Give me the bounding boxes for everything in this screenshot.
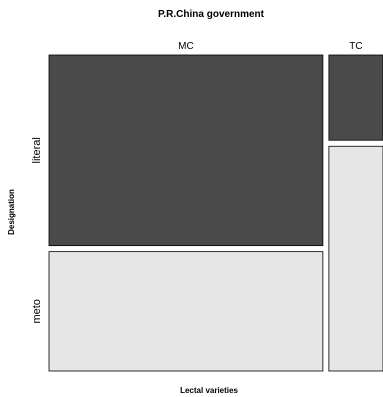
y-axis-label: Designation (7, 189, 16, 235)
row-label-literal: literal (31, 137, 43, 163)
chart-title: P.R.China government (158, 9, 265, 20)
row-label-meto: meto (31, 299, 43, 323)
x-axis-label: Lectal varieties (180, 386, 238, 395)
tile-mc-meto (48, 251, 324, 372)
tile-tc-meto (328, 145, 383, 372)
tile-tc-literal (328, 54, 383, 141)
column-label-mc: MC (178, 41, 194, 52)
column-label-tc: TC (349, 41, 362, 52)
tile-mc-literal (48, 54, 324, 247)
